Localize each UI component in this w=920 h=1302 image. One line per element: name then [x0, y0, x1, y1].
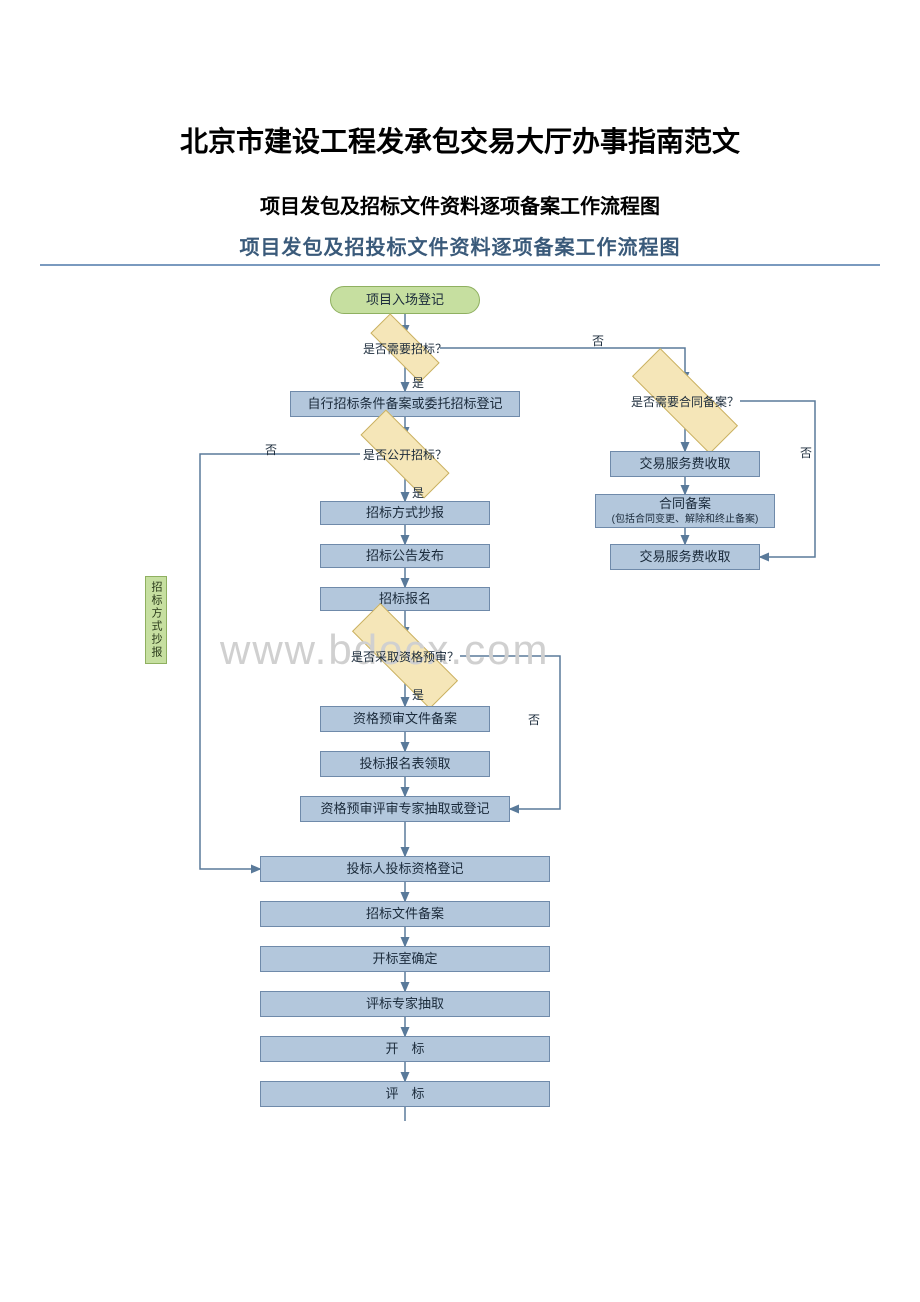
- label-no2: 否: [265, 441, 277, 458]
- node-n12: 评标专家抽取: [260, 991, 550, 1017]
- node-n2: 自行招标条件备案或委托招标登记: [290, 391, 520, 417]
- node-n11: 开标室确定: [260, 946, 550, 972]
- label-no4: 否: [800, 444, 812, 461]
- label-yes1: 是: [412, 374, 424, 391]
- node-n4: 招标公告发布: [320, 544, 490, 568]
- divider: [40, 264, 880, 266]
- label-no1: 否: [592, 332, 604, 349]
- node-r3: 交易服务费收取: [610, 544, 760, 570]
- label-no3: 否: [528, 711, 540, 728]
- label-yes2: 是: [412, 484, 424, 501]
- subtitle-2: 项目发包及招投标文件资料逐项备案工作流程图: [40, 231, 880, 260]
- node-n8: 资格预审评审专家抽取或登记: [300, 796, 510, 822]
- label-yes3: 是: [412, 686, 424, 703]
- flowchart: www.bdocx.com 招标方式抄报 项目入场登记是否需要招标？自行招标条件…: [40, 276, 880, 1176]
- node-n9: 投标人投标资格登记: [260, 856, 550, 882]
- node-n13: 开 标: [260, 1036, 550, 1062]
- main-title: 北京市建设工程发承包交易大厅办事指南范文: [40, 120, 880, 160]
- sidebar-tag: 招标方式抄报: [145, 576, 167, 664]
- node-r2: 合同备案(包括合同变更、解除和终止备案): [595, 494, 775, 528]
- node-n3: 招标方式抄报: [320, 501, 490, 525]
- node-n6: 资格预审文件备案: [320, 706, 490, 732]
- decision-d4: 是否需要合同备案？: [630, 381, 740, 421]
- node-r1: 交易服务费收取: [610, 451, 760, 477]
- decision-d2: 是否公开招标？: [360, 436, 450, 472]
- node-n10: 招标文件备案: [260, 901, 550, 927]
- decision-d3: 是否采取资格预审？: [350, 636, 460, 676]
- node-n14: 评 标: [260, 1081, 550, 1107]
- node-n5: 招标报名: [320, 587, 490, 611]
- node-n7: 投标报名表领取: [320, 751, 490, 777]
- node-n_start: 项目入场登记: [330, 286, 480, 314]
- decision-d1: 是否需要招标？: [370, 334, 440, 362]
- subtitle-1: 项目发包及招标文件资料逐项备案工作流程图: [40, 190, 880, 219]
